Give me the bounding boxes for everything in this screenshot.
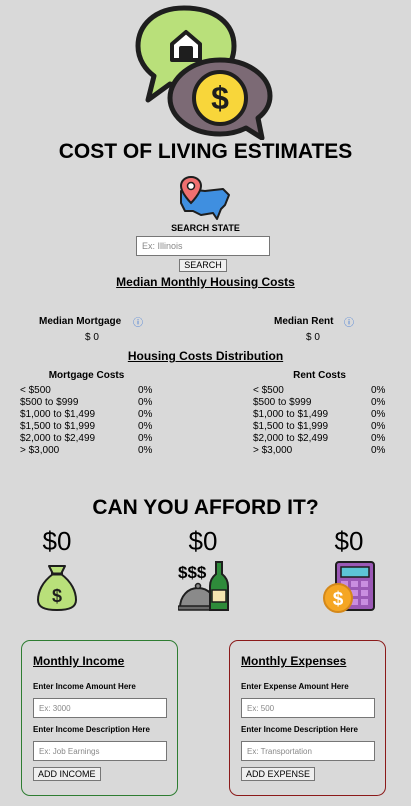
median-rent-value: $ 0: [306, 332, 320, 343]
dining-total: $0: [188, 526, 218, 556]
list-item: $1,000 to $1,499 0%: [253, 409, 385, 421]
range-percent: 0%: [371, 385, 386, 396]
expense-total: $0: [334, 526, 364, 556]
income-description-label: Enter Income Description Here: [33, 725, 150, 734]
list-item: $1,500 to $1,999 0%: [20, 421, 152, 433]
distribution-heading: Housing Costs Distribution: [127, 349, 284, 363]
income-amount-input[interactable]: [33, 698, 167, 718]
svg-text:$: $: [52, 586, 62, 606]
median-housing-heading: Median Monthly Housing Costs: [116, 275, 295, 289]
svg-text:$: $: [333, 589, 344, 610]
income-amount-label: Enter Income Amount Here: [33, 682, 136, 691]
range-percent: 0%: [371, 445, 386, 456]
range-label: $2,000 to $2,499: [20, 433, 96, 444]
dining-icon: [178, 561, 229, 611]
range-percent: 0%: [138, 385, 153, 396]
map-pin-icon: [179, 175, 230, 220]
range-percent: 0%: [138, 397, 153, 408]
expense-amount-label: Enter Expense Amount Here: [241, 682, 349, 691]
list-item: $1,000 to $1,499 0%: [20, 409, 152, 421]
calculator-icon: $: [323, 561, 375, 613]
range-percent: 0%: [138, 445, 153, 456]
income-total: $0: [42, 526, 72, 556]
expense-description-input[interactable]: [241, 741, 375, 761]
range-label: $500 to $999: [20, 397, 79, 408]
list-item: $1,500 to $1,999 0%: [253, 421, 385, 433]
mortgage-distribution-list: < $500 0% $500 to $999 0% $1,000 to $1,499…: [20, 385, 152, 457]
afford-heading: CAN YOU AFFORD IT?: [92, 496, 319, 519]
expense-amount-input[interactable]: [241, 698, 375, 718]
list-item: < $500 0%: [253, 385, 385, 397]
range-percent: 0%: [371, 409, 386, 420]
add-income-button[interactable]: ADD INCOME: [33, 767, 101, 781]
list-item: $2,000 to $2,499 0%: [20, 433, 152, 445]
median-rent-label: Median Rent: [274, 316, 334, 327]
list-item: $500 to $999 0%: [20, 397, 152, 409]
range-percent: 0%: [138, 409, 153, 420]
search-state-label: SEARCH STATE: [171, 223, 240, 233]
list-item: > $3,000 0%: [20, 445, 152, 457]
list-item: > $3,000 0%: [253, 445, 385, 457]
range-percent: 0%: [371, 421, 386, 432]
range-label: < $500: [253, 385, 284, 396]
income-card-title: Monthly Income: [33, 654, 125, 668]
svg-text:$: $: [211, 80, 229, 116]
expense-description-label: Enter Income Description Here: [241, 725, 358, 734]
range-label: $2,000 to $2,499: [253, 433, 329, 444]
income-card: Monthly Income Enter Income Amount Here …: [21, 640, 178, 796]
rent-distribution-list: < $500 0% $500 to $999 0% $1,000 to $1,499…: [253, 385, 385, 457]
rent-info-icon[interactable]: ⓘ: [344, 318, 354, 329]
income-description-input[interactable]: [33, 741, 167, 761]
range-label: > $3,000: [20, 445, 60, 456]
range-label: $1,000 to $1,499: [20, 409, 96, 420]
list-item: $2,000 to $2,499 0%: [253, 433, 385, 445]
search-button[interactable]: SEARCH: [179, 259, 227, 272]
logo-icon: $: [135, 5, 273, 140]
range-label: $1,500 to $1,999: [253, 421, 329, 432]
median-mortgage-label: Median Mortgage: [39, 316, 122, 327]
expense-card: Monthly Expenses Enter Expense Amount He…: [229, 640, 386, 796]
range-percent: 0%: [371, 433, 386, 444]
range-label: > $3,000: [253, 445, 293, 456]
search-state-input[interactable]: [136, 236, 270, 256]
page-title: COST OF LIVING ESTIMATES: [58, 140, 353, 163]
range-label: $1,000 to $1,499: [253, 409, 329, 420]
money-bag-icon: $: [36, 565, 78, 612]
mortgage-info-icon[interactable]: ⓘ: [133, 318, 143, 329]
median-mortgage-value: $ 0: [85, 332, 99, 343]
range-percent: 0%: [138, 433, 153, 444]
add-expense-button[interactable]: ADD EXPENSE: [241, 767, 316, 781]
range-label: $1,500 to $1,999: [20, 421, 96, 432]
range-percent: 0%: [138, 421, 153, 432]
range-label: < $500: [20, 385, 51, 396]
mortgage-costs-title: Mortgage Costs: [48, 370, 125, 381]
rent-costs-title: Rent Costs: [293, 370, 346, 381]
range-percent: 0%: [371, 397, 386, 408]
list-item: $500 to $999 0%: [253, 397, 385, 409]
expense-card-title: Monthly Expenses: [241, 654, 347, 668]
range-label: $500 to $999: [253, 397, 312, 408]
list-item: < $500 0%: [20, 385, 152, 397]
price-level-text: $$$: [178, 563, 207, 582]
